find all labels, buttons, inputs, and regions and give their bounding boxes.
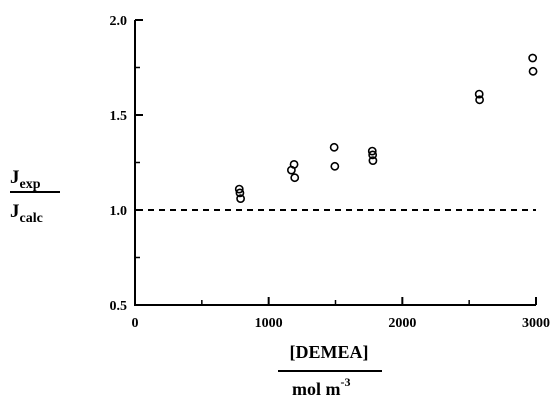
x-tick-label: 1000 [255, 316, 283, 331]
y-label-numerator-sub: exp [20, 177, 41, 192]
ticks: 0.5 1.0 1.5 2.0 0 1000 2000 3000 [110, 14, 551, 331]
data-point [330, 161, 340, 171]
data-points [234, 53, 538, 203]
data-point [475, 95, 484, 105]
data-point [235, 188, 245, 198]
y-axis-label: Jexp Jcalc [10, 167, 60, 226]
svg-text:Jexp: Jexp [10, 167, 41, 192]
y-tick-label: 1.0 [110, 204, 128, 219]
data-point [236, 194, 245, 203]
y-label-denominator-main: J [10, 201, 20, 222]
data-point [368, 150, 378, 160]
y-tick-label: 0.5 [110, 299, 128, 314]
data-point [367, 146, 377, 156]
data-point [368, 156, 378, 165]
data-point [234, 184, 244, 194]
data-point [329, 142, 339, 152]
y-tick-label: 1.5 [110, 109, 128, 124]
data-point [474, 89, 484, 99]
x-label-denominator-main: mol m [292, 379, 341, 399]
data-point [289, 159, 299, 169]
x-label-numerator: [DEMEA] [290, 342, 369, 362]
data-point [290, 173, 300, 183]
data-point [528, 53, 538, 63]
y-label-numerator-main: J [10, 167, 20, 188]
svg-text:Jcalc: Jcalc [10, 201, 43, 226]
svg-text:mol m-3: mol m-3 [292, 375, 351, 399]
x-label-denominator-sup: -3 [341, 375, 351, 389]
y-tick-label: 2.0 [110, 14, 128, 29]
x-tick-label: 0 [132, 316, 139, 331]
y-label-denominator-sub: calc [20, 211, 43, 226]
x-tick-label: 2000 [388, 316, 416, 331]
data-point [528, 66, 538, 76]
x-tick-label: 3000 [522, 316, 550, 331]
x-axis-label: [DEMEA] mol m-3 [278, 342, 382, 399]
